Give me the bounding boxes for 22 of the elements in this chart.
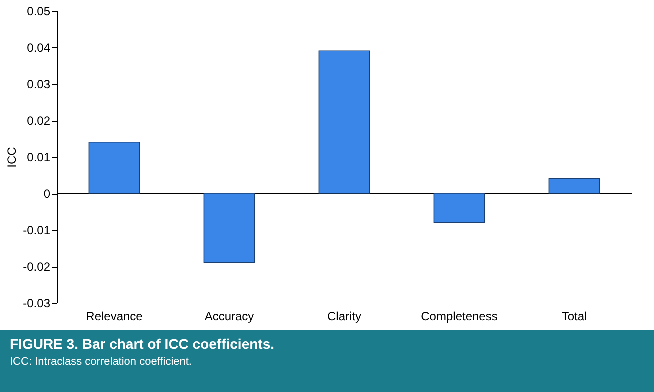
x-tick-label: Total [562,310,588,324]
bar [548,178,600,194]
x-tick-label: Relevance [86,310,144,324]
y-tick-label: 0.03 [27,78,51,92]
y-tick-label: -0.02 [23,260,51,274]
y-axis-title: ICC [5,146,20,168]
bar [88,142,140,194]
y-tick-label: 0.02 [27,114,51,128]
bar [318,50,370,194]
x-tick-label: Clarity [327,310,362,324]
bar [204,193,256,264]
y-tick-label: -0.01 [23,224,51,238]
y-tick-label: 0.04 [27,41,51,55]
y-tick-label: -0.03 [23,296,51,310]
x-tick-label: Completeness [421,310,498,324]
y-tick-label: 0.01 [27,150,51,164]
bar [434,193,486,224]
y-tick-label: 0 [44,187,51,201]
caption: FIGURE 3. Bar chart of ICC coefficients. [10,336,276,352]
x-tick-label: Accuracy [204,310,254,324]
y-tick-label: 0.05 [27,4,51,18]
text: ICC: Intraclass correlation coefficient. [10,356,193,368]
